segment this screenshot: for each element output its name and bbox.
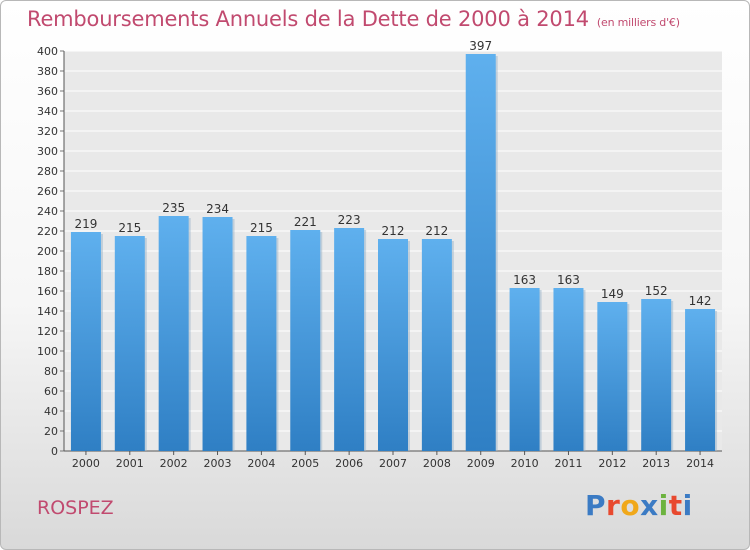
bar [378, 239, 408, 451]
logo-letter: r [606, 489, 621, 522]
y-tick-label: 20 [44, 425, 58, 438]
x-tick-label: 2005 [291, 457, 319, 470]
y-tick-label: 340 [37, 105, 58, 118]
bar [246, 236, 277, 451]
logo-letter: P [585, 489, 607, 522]
y-tick-label: 220 [37, 225, 58, 238]
x-tick-label: 2004 [247, 457, 275, 470]
bar [597, 302, 628, 451]
bar-value-label: 221 [294, 215, 317, 229]
x-tick-label: 2008 [423, 457, 451, 470]
x-tick-label: 2003 [204, 457, 232, 470]
logo-letter: o [620, 489, 641, 522]
bar [685, 309, 716, 451]
x-tick-label: 2009 [467, 457, 495, 470]
bar-value-label: 223 [338, 213, 361, 227]
bar [158, 216, 189, 451]
y-tick-label: 400 [37, 45, 58, 58]
bar-value-label: 152 [645, 284, 668, 298]
bar [553, 288, 584, 451]
bar [114, 236, 145, 451]
bar-value-label: 212 [382, 224, 405, 238]
bar-value-label: 215 [118, 221, 141, 235]
bar [641, 299, 672, 451]
y-tick-label: 60 [44, 385, 58, 398]
bar-value-label: 215 [250, 221, 273, 235]
x-tick-label: 2002 [160, 457, 188, 470]
commune-name: ROSPEZ [37, 497, 114, 519]
logo-letter: t [668, 489, 683, 522]
bar-value-label: 219 [74, 217, 97, 231]
y-tick-label: 40 [44, 405, 58, 418]
bar-value-label: 149 [601, 287, 624, 301]
logo-letter: i [658, 489, 669, 522]
y-tick-label: 0 [51, 445, 58, 458]
bar [509, 288, 540, 451]
x-tick-label: 2001 [116, 457, 144, 470]
y-tick-label: 120 [37, 325, 58, 338]
y-tick-label: 80 [44, 365, 58, 378]
bar [421, 239, 452, 451]
chart-title: Remboursements Annuels de la Dette de 20… [27, 7, 680, 31]
y-tick-label: 360 [37, 85, 58, 98]
bar [334, 228, 365, 451]
bar-value-label: 397 [469, 39, 492, 53]
y-tick-label: 380 [37, 65, 58, 78]
x-tick-label: 2010 [511, 457, 539, 470]
x-tick-label: 2014 [686, 457, 714, 470]
bar-value-label: 234 [206, 202, 229, 216]
y-tick-label: 100 [37, 345, 58, 358]
bar-value-label: 163 [513, 273, 536, 287]
x-tick-label: 2000 [72, 457, 100, 470]
y-tick-label: 280 [37, 165, 58, 178]
logo-letter: i [682, 489, 693, 522]
y-tick-label: 160 [37, 285, 58, 298]
bar [465, 54, 496, 451]
y-tick-label: 140 [37, 305, 58, 318]
bar [290, 230, 321, 451]
bar-chart: 0 20 40 60 80 100 120 140 160 180 200 220 240 260 280 3… [37, 39, 722, 470]
y-tick-label: 200 [37, 245, 58, 258]
x-tick-label: 2007 [379, 457, 407, 470]
unit-label: (en milliers d'€) [596, 16, 680, 29]
y-tick-label: 180 [37, 265, 58, 278]
x-tick-label: 2013 [642, 457, 670, 470]
y-tick-label: 240 [37, 205, 58, 218]
y-tick-label: 260 [37, 185, 58, 198]
chart-title-text: Remboursements Annuels de la Dette de 20… [27, 7, 589, 31]
bar [70, 232, 101, 451]
bar-value-label: 235 [162, 201, 185, 215]
proxiti-logo: Proxiti [585, 489, 693, 522]
bar-value-label: 212 [425, 224, 448, 238]
x-tick-label: 2006 [335, 457, 363, 470]
bar-value-label: 163 [557, 273, 580, 287]
y-tick-label: 320 [37, 125, 58, 138]
bar-value-label: 142 [689, 294, 712, 308]
x-tick-label: 2011 [554, 457, 582, 470]
bar [202, 217, 233, 451]
logo-letter: x [640, 489, 659, 522]
y-tick-label: 300 [37, 145, 58, 158]
x-tick-label: 2012 [598, 457, 626, 470]
